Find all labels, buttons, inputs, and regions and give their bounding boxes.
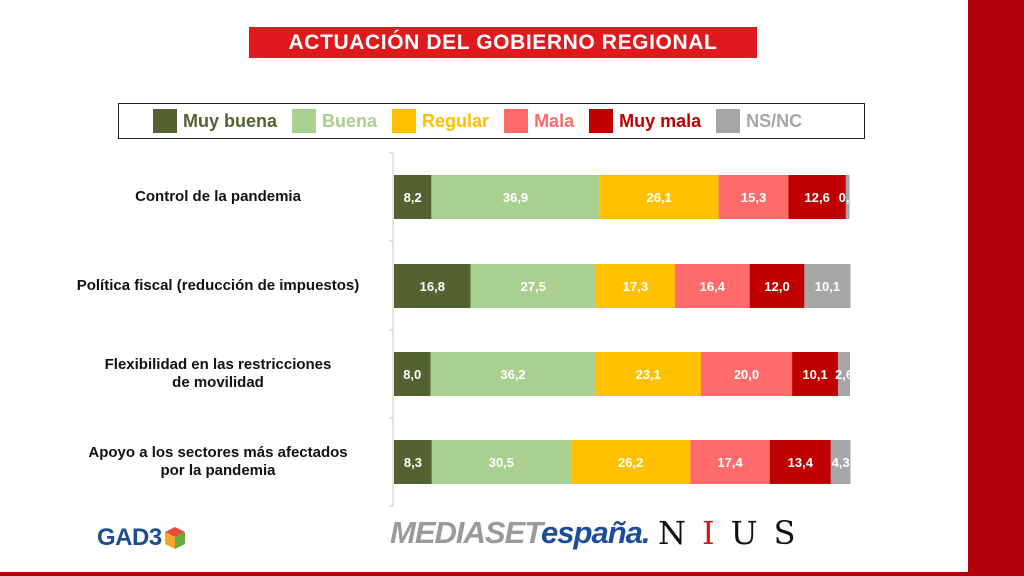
category-label: Flexibilidad en las restricciones de movi… [58,356,378,392]
legend-swatch [292,109,317,133]
data-label: 20,0 [734,367,759,382]
data-label: 13,4 [788,455,814,470]
legend-swatch [716,109,741,133]
legend-item: Mala [504,109,574,133]
data-label: 16,8 [420,279,445,294]
legend: Muy buena Buena Regular Mala Muy mala NS/NC [118,103,865,139]
data-label: 8,2 [404,190,422,205]
legend-label: NS/NC [746,110,803,131]
category-label-line: Control de la pandemia [135,188,301,205]
data-label: 30,5 [489,455,514,470]
bar-segment [804,264,851,308]
legend-item: NS/NC [716,109,802,133]
data-label: 36,9 [503,190,528,205]
data-label: 15,3 [741,190,766,205]
right-border [968,0,1024,576]
legend-label: Muy buena [183,110,278,131]
bar-segment [394,175,432,219]
data-label: 36,2 [500,367,525,382]
legend-label: Muy mala [619,110,702,131]
bar-segment [394,352,431,396]
bar-segment [690,440,770,484]
bar-segment [430,352,596,396]
bar-segment [431,175,600,219]
bar-segment [788,175,846,219]
bar-segment [838,352,850,396]
bar-segment [570,440,691,484]
data-label: 12,0 [764,279,789,294]
bar-segment [431,440,571,484]
category-label-line: por la pandemia [160,462,276,479]
legend-swatch [504,109,529,133]
mediaset-logo-esp: españa [541,515,643,550]
bar-segment [792,352,839,396]
data-label: 10,1 [802,367,827,382]
nius-logo: NIUS [658,514,812,552]
bottom-border [0,572,968,576]
legend-item: Muy mala [589,109,701,133]
mediaset-logo-dot: . [641,515,651,550]
bar-segment [845,175,850,219]
legend-item: Regular [392,109,489,133]
bar-segment [674,264,750,308]
bar-segment [599,175,719,219]
legend-item: Muy buena [153,109,277,133]
legend-label: Buena [322,110,378,131]
legend-swatch [153,109,177,133]
bar-segment [700,352,793,396]
nius-logo-us: US [730,514,812,552]
legend-item: Buena [292,109,377,133]
gad3-logo: GAD3 [97,524,186,552]
data-label: 17,4 [717,455,743,470]
legend-swatch [392,109,417,133]
data-label: 8,0 [403,367,421,382]
data-label: 26,2 [618,455,643,470]
data-label: 27,5 [521,279,546,294]
bar-segment [749,264,805,308]
category-label-line: Flexibilidad en las restricciones [104,356,332,373]
bar-segment [595,352,701,396]
data-label: 4,3 [832,455,850,470]
legend-swatch [589,109,614,133]
bar-segment [718,175,789,219]
nius-logo-i: I [702,514,731,552]
data-label: 26,1 [647,190,672,205]
cube-icon [164,527,185,549]
category-label-line: Política fiscal (reducción de impuestos) [76,277,360,294]
data-label: 0,8 [839,190,857,205]
bar-segment [394,264,471,308]
chart-title: ACTUACIÓN DEL GOBIERNO REGIONAL [249,27,757,58]
category-label-line: Apoyo a los sectores más afectados [88,444,348,461]
category-label: Apoyo a los sectores más afectados por la… [58,444,378,480]
data-label: 10,1 [815,279,840,294]
bar-segment [769,440,831,484]
data-label: 8,3 [404,455,422,470]
mediaset-logo: MEDIASETespaña. [390,515,650,551]
category-label-line: de movilidad [172,374,264,391]
legend-label: Regular [422,110,490,131]
legend-label: Mala [534,110,575,131]
mediaset-logo-main: MEDIASET [390,515,542,550]
bar-segment [394,440,432,484]
bar-segment [596,264,675,308]
category-label: Control de la pandemia [58,188,378,206]
data-label: 23,1 [636,367,661,382]
data-label: 16,4 [700,279,726,294]
nius-logo-n: N [658,514,702,552]
data-label: 17,3 [623,279,648,294]
data-label: 2,6 [835,367,853,382]
data-label: 12,6 [805,190,830,205]
gad3-logo-text: GAD3 [97,524,162,551]
category-label: Política fiscal (reducción de impuestos) [58,277,378,295]
bar-segment [470,264,597,308]
bar-segment [830,440,851,484]
